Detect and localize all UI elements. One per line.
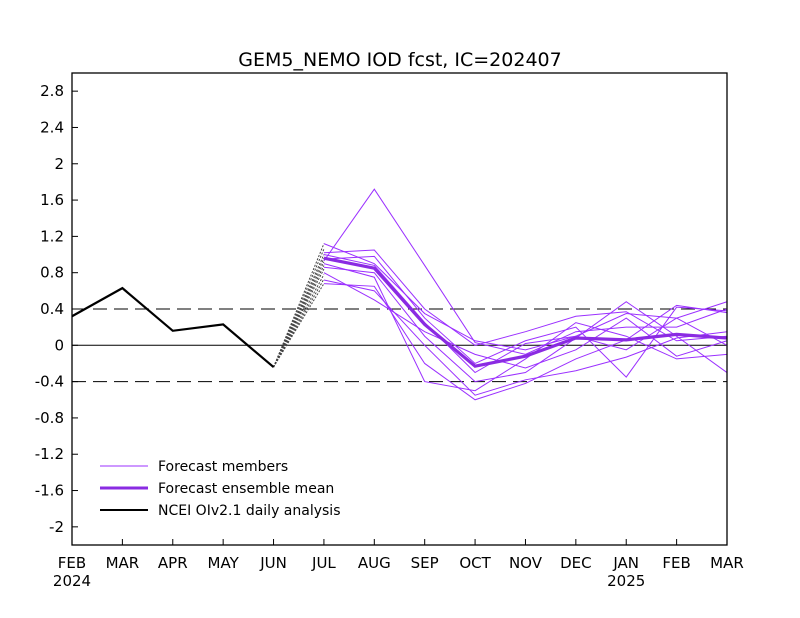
daily-analysis-fan-line (273, 278, 325, 368)
forecast-member-line (323, 254, 728, 374)
legend-label-0: Forecast members (158, 459, 288, 475)
x-tick-label: APR (158, 554, 188, 572)
y-axis: 2.8 2.4 2 1.6 1.2 0.8 0.4 0 -0.4 -0.8 -1.2 -1.6 -2 (35, 82, 78, 536)
y-tick-label: 0.4 (40, 300, 64, 318)
x-tick-label: DEC (560, 554, 592, 572)
x-tick-label: SEP (411, 554, 439, 572)
ensemble-mean-line (323, 256, 728, 368)
daily-analysis-fan-line (273, 243, 325, 368)
y-tick-label: 2.8 (40, 82, 64, 100)
y-tick-label: -1.6 (35, 482, 64, 500)
x-tick-label: JUN (259, 554, 287, 572)
x-year-label: 2024 (53, 572, 91, 590)
y-tick-label: 2.4 (40, 118, 64, 136)
legend: Forecast members Forecast ensemble mean NC… (100, 459, 341, 519)
x-tick-label: MAY (208, 554, 240, 572)
reference-lines (72, 308, 727, 383)
x-tick-label: MAR (106, 554, 140, 572)
y-tick-label: -0.8 (35, 409, 64, 427)
y-tick-label: 1.6 (40, 191, 64, 209)
x-year-label: 2025 (607, 572, 645, 590)
forecast-member-line (323, 272, 728, 369)
daily-analysis-fan-line (273, 254, 325, 368)
daily-analysis-fan-line (273, 283, 325, 368)
y-tick-label: 2 (54, 155, 64, 173)
x-tick-label: JAN (612, 554, 639, 572)
daily-analysis-fan-line (273, 265, 325, 368)
x-tick-label: MAR (710, 554, 744, 572)
x-tick-label: OCT (459, 554, 491, 572)
x-tick-label: AUG (358, 554, 391, 572)
observed-analysis-line (71, 286, 275, 368)
forecast-member-line (323, 255, 728, 378)
daily-analysis-fan-line (273, 268, 325, 368)
forecast-member-line (323, 188, 728, 355)
daily-analysis-fan-line (273, 257, 325, 368)
x-tick-label: JUL (311, 554, 336, 572)
x-tick-label: NOV (509, 554, 543, 572)
y-tick-label: 1.2 (40, 227, 64, 245)
y-tick-label: 0 (54, 336, 64, 354)
forecast-member-line (323, 279, 728, 396)
y-tick-label: 0.8 (40, 264, 64, 282)
y-tick-label: -0.4 (35, 373, 64, 391)
plot-frame (71, 72, 728, 546)
plot-series (71, 188, 728, 401)
y-tick-label: -1.2 (35, 445, 64, 463)
forecast-member-line (323, 266, 728, 383)
forecast-member-line (323, 263, 728, 392)
x-axis: FEB MAR APR MAY JUN JUL AUG SEP OCT NOV DEC JAN FEB M… (53, 539, 744, 590)
y-tick-label: -2 (49, 518, 64, 536)
x-tick-label: FEB (662, 554, 690, 572)
legend-label-2: NCEI OIv2.1 daily analysis (158, 503, 341, 519)
x-tick-label: FEB (58, 554, 86, 572)
legend-label-1: Forecast ensemble mean (158, 481, 334, 497)
chart-title: GEM5_NEMO IOD fcst, IC=202407 (238, 49, 561, 71)
